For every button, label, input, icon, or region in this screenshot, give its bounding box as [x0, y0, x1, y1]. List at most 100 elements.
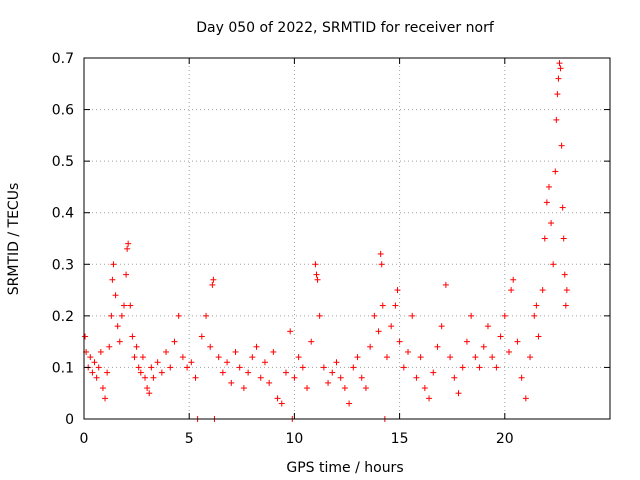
data-point — [375, 328, 382, 335]
data-point — [325, 379, 332, 386]
data-point — [95, 364, 102, 371]
data-point — [554, 91, 561, 98]
data-point — [270, 348, 277, 355]
y-tick-label: 0 — [65, 412, 74, 428]
data-point — [346, 400, 353, 407]
data-point — [114, 323, 121, 330]
data-point — [555, 75, 562, 82]
data-point — [198, 333, 205, 340]
data-point — [480, 343, 487, 350]
y-tick-label: 0.4 — [52, 206, 74, 222]
data-point — [129, 333, 136, 340]
data-point — [451, 374, 458, 381]
data-point — [561, 271, 568, 278]
data-point — [304, 385, 311, 392]
data-point — [541, 235, 548, 242]
data-point — [543, 199, 550, 206]
data-point — [240, 385, 247, 392]
x-tick-label: 15 — [391, 431, 409, 447]
data-point — [154, 359, 161, 366]
data-point — [539, 287, 546, 294]
data-point — [533, 302, 540, 309]
data-point — [224, 359, 231, 366]
data-point — [506, 348, 513, 355]
data-point — [562, 302, 569, 309]
data-point — [522, 395, 529, 402]
data-point — [171, 338, 178, 345]
data-point — [438, 323, 445, 330]
data-point — [87, 354, 94, 361]
data-point — [91, 359, 98, 366]
data-point — [337, 374, 344, 381]
data-point — [188, 359, 195, 366]
data-point — [545, 183, 552, 190]
data-point — [559, 204, 566, 211]
data-point — [137, 369, 144, 376]
data-points — [82, 60, 570, 422]
data-point — [313, 271, 320, 278]
data-point — [232, 348, 239, 355]
data-point — [371, 312, 378, 319]
data-point — [109, 276, 116, 283]
data-point — [110, 261, 117, 268]
data-point — [417, 354, 424, 361]
data-point — [514, 338, 521, 345]
data-point — [463, 338, 470, 345]
data-point — [489, 354, 496, 361]
data-point — [148, 364, 155, 371]
y-tick-label: 0.3 — [52, 257, 74, 273]
data-point — [257, 374, 264, 381]
x-tick-label: 0 — [80, 431, 89, 447]
data-point — [553, 116, 560, 123]
data-point — [329, 369, 336, 376]
x-axis-label: GPS time / hours — [286, 460, 403, 476]
data-point — [556, 60, 563, 67]
data-point — [123, 271, 130, 278]
data-point — [455, 390, 462, 397]
data-point — [266, 379, 273, 386]
data-point — [219, 369, 226, 376]
data-point — [104, 369, 111, 376]
x-tick-labels: 0 5 10 15 20 — [80, 431, 514, 447]
y-tick-label: 0.7 — [52, 51, 74, 67]
data-point — [158, 369, 165, 376]
data-point — [295, 354, 302, 361]
data-point — [550, 261, 557, 268]
data-point — [291, 374, 298, 381]
data-point — [476, 364, 483, 371]
data-point — [413, 374, 420, 381]
data-point — [560, 235, 567, 242]
data-point — [287, 328, 294, 335]
data-point — [405, 348, 412, 355]
y-tick-label: 0.2 — [52, 309, 74, 325]
data-point — [558, 142, 565, 149]
data-point — [99, 385, 106, 392]
data-point — [388, 323, 395, 330]
data-point — [97, 348, 104, 355]
data-point — [108, 312, 115, 319]
data-point — [207, 343, 214, 350]
data-point — [426, 395, 433, 402]
data-point — [312, 261, 319, 268]
y-tick-labels: 0 0.1 0.2 0.3 0.4 0.5 0.6 0.7 — [52, 51, 74, 428]
data-point — [120, 302, 127, 309]
data-point — [548, 220, 555, 227]
data-point — [308, 338, 315, 345]
data-point — [459, 364, 466, 371]
data-point — [118, 312, 125, 319]
chart-title: Day 050 of 2022, SRMTID for receiver nor… — [196, 20, 495, 36]
data-point — [501, 312, 508, 319]
data-point — [203, 312, 210, 319]
data-point — [167, 364, 174, 371]
data-point — [261, 359, 268, 366]
data-point — [367, 343, 374, 350]
y-tick-label: 0.1 — [52, 360, 74, 376]
data-point — [358, 374, 365, 381]
data-point — [484, 323, 491, 330]
data-point — [163, 348, 170, 355]
data-point — [179, 354, 186, 361]
data-point — [249, 354, 256, 361]
data-point — [192, 374, 199, 381]
data-point — [127, 302, 134, 309]
